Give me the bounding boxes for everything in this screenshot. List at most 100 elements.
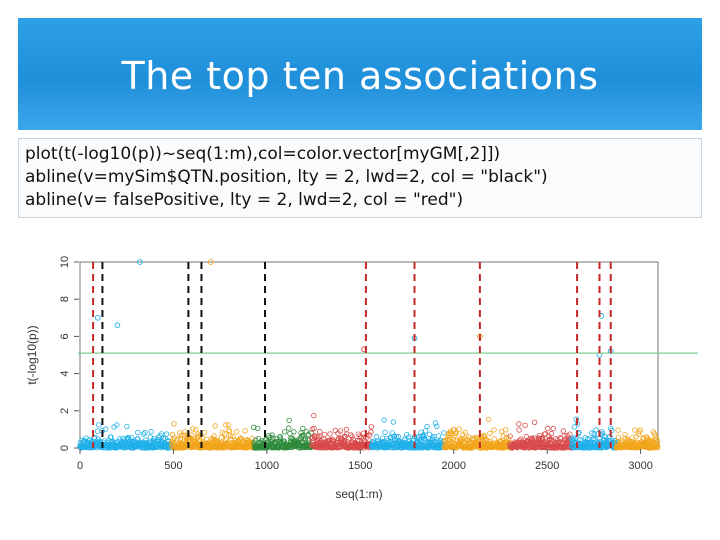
x-tick-label: 500	[164, 460, 182, 472]
data-point	[327, 431, 333, 437]
y-tick-label: 8	[59, 296, 71, 302]
data-point	[615, 434, 622, 440]
data-point	[516, 427, 522, 433]
data-point	[643, 434, 649, 440]
manhattan-plot: 0 500 1000 1500 2000 2500 3000 0 2 4 6 8 10 seq(1:m) t…	[18, 240, 702, 540]
y-tick-label: 2	[59, 408, 71, 414]
data-point	[571, 424, 578, 430]
data-point	[452, 432, 458, 438]
x-axis-label: seq(1:m)	[335, 487, 382, 501]
data-point	[655, 444, 661, 451]
data-point	[536, 435, 542, 441]
data-point	[487, 430, 493, 437]
x-tick-label: 3000	[628, 460, 652, 472]
data-point	[636, 428, 642, 434]
data-point	[481, 432, 487, 439]
data-point	[633, 434, 639, 440]
data-point	[447, 437, 453, 443]
data-point	[368, 424, 375, 430]
manhattan-chart-svg: 0 500 1000 1500 2000 2500 3000 0 2 4 6 8 10 seq(1:m) t…	[25, 256, 698, 501]
data-point	[212, 423, 218, 429]
data-point	[190, 426, 196, 432]
data-point	[308, 430, 315, 436]
data-point	[233, 429, 240, 435]
highlight-point	[207, 259, 214, 265]
data-point	[277, 433, 283, 440]
data-point	[281, 429, 288, 435]
data-point	[622, 431, 628, 438]
data-point	[148, 428, 154, 435]
data-point	[651, 431, 658, 437]
data-point	[311, 412, 317, 419]
data-point	[368, 429, 374, 435]
data-point	[343, 426, 350, 433]
data-point	[424, 423, 430, 430]
data-point	[337, 428, 344, 434]
data-point	[382, 429, 388, 435]
data-point	[652, 433, 658, 439]
title-banner: The top ten associations	[18, 18, 702, 130]
data-point	[300, 425, 306, 432]
data-point	[332, 427, 338, 434]
data-point	[169, 439, 175, 445]
data-point	[178, 432, 185, 438]
data-point	[270, 435, 276, 441]
data-point	[114, 422, 120, 428]
data-point	[654, 442, 660, 448]
data-point	[516, 421, 522, 427]
data-point	[560, 428, 566, 434]
data-point	[550, 425, 556, 432]
data-point	[507, 433, 513, 439]
data-point	[96, 422, 102, 428]
data-point	[491, 436, 497, 442]
data-point	[523, 433, 529, 440]
data-point	[102, 426, 109, 432]
data-point	[203, 436, 210, 443]
highlight-point	[136, 259, 143, 265]
highlight-point	[114, 322, 121, 329]
y-axis-label: t(-log10(p))	[25, 325, 39, 384]
code-line-abline-qtn: abline(v=mySim$QTN.position, lty = 2, lw…	[25, 167, 548, 187]
data-point	[432, 420, 439, 426]
data-point	[486, 416, 492, 423]
data-point	[456, 426, 462, 432]
data-point	[349, 434, 355, 440]
data-point	[343, 438, 349, 445]
data-point	[291, 429, 297, 435]
data-point	[483, 437, 489, 444]
x-tick-label: 0	[77, 460, 83, 472]
data-point	[390, 419, 396, 425]
data-point	[654, 438, 661, 444]
data-point	[142, 429, 148, 436]
data-point	[303, 429, 310, 435]
data-point	[615, 427, 621, 433]
data-point	[281, 438, 287, 444]
data-point	[286, 417, 292, 424]
data-point	[311, 425, 317, 432]
data-point	[434, 423, 440, 429]
data-point	[134, 429, 141, 436]
data-point	[124, 423, 130, 430]
data-point	[321, 431, 328, 438]
data-point	[163, 431, 170, 437]
data-point	[435, 433, 442, 439]
code-line-plot: plot(t(-log10(p))~seq(1:m),col=color.vec…	[25, 144, 501, 164]
x-tick-label: 1000	[255, 460, 279, 472]
slide-title: The top ten associations	[121, 54, 599, 98]
data-point	[358, 434, 364, 441]
data-point	[222, 431, 228, 437]
data-point	[405, 434, 412, 440]
data-point	[381, 417, 387, 423]
data-point	[548, 430, 555, 437]
y-tick-label: 6	[59, 333, 71, 339]
data-point	[426, 431, 433, 437]
data-point	[609, 427, 615, 434]
data-point	[211, 433, 217, 439]
data-point	[500, 433, 506, 439]
y-tick-label: 0	[59, 445, 71, 451]
x-tick-label: 2000	[442, 460, 466, 472]
data-point	[171, 435, 177, 441]
data-point	[531, 419, 538, 425]
data-point	[441, 430, 447, 436]
data-point	[522, 422, 528, 429]
